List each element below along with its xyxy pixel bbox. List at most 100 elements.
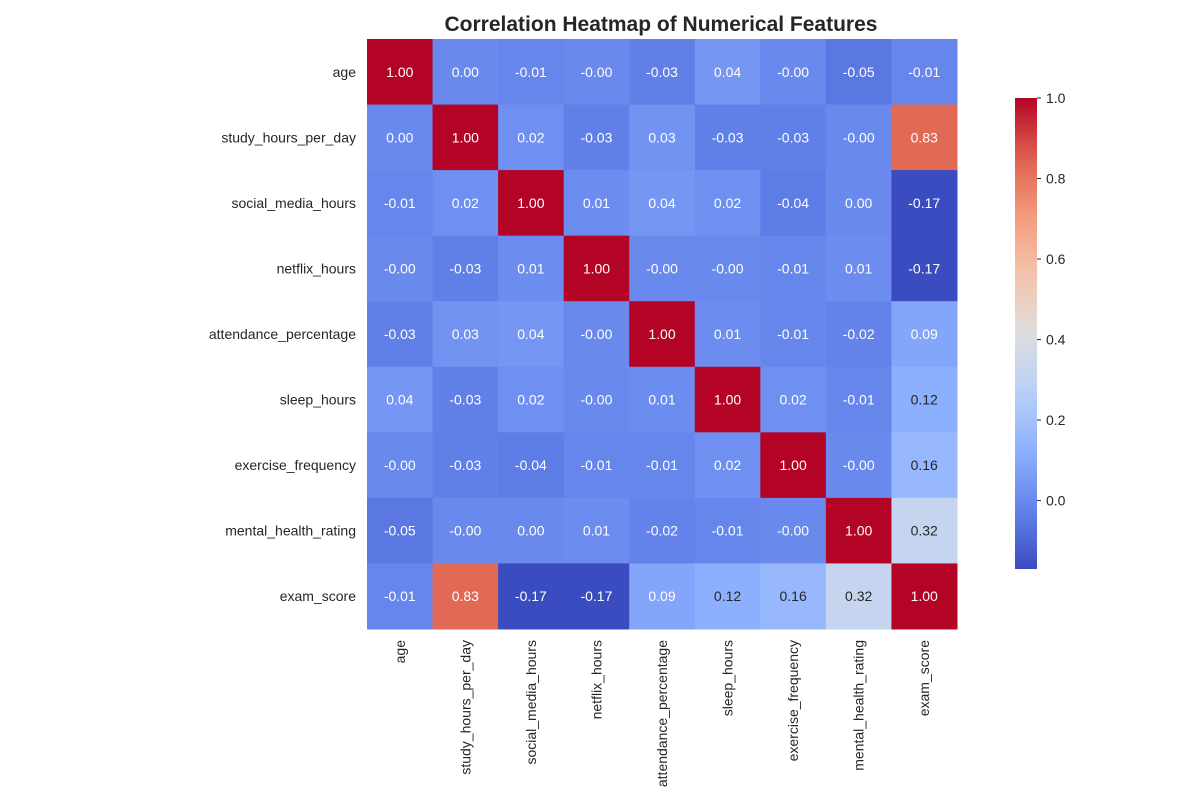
cell-value-label: 0.01 (517, 260, 544, 276)
heatmap-cell (498, 170, 565, 237)
heatmap-cell (563, 301, 630, 368)
heatmap-cell (629, 39, 696, 106)
heatmap-cell (694, 104, 761, 171)
cell-value-label: 0.83 (452, 588, 479, 604)
heatmap-cell (694, 170, 761, 237)
cell-value-label: -0.02 (843, 326, 875, 342)
x-tick-label: sleep_hours (720, 640, 736, 716)
heatmap-cell (760, 301, 827, 368)
heatmap-cells: 1.00 0.00 -0.01 -0.00 -0.03 0.04 -0.00 -0.05 -0.… (367, 39, 958, 630)
cell-value-label: -0.05 (843, 64, 875, 80)
heatmap-cell (825, 432, 892, 499)
cell-value-label: 1.00 (517, 195, 544, 211)
heatmap-cell (760, 432, 827, 499)
heatmap-cell (563, 497, 630, 564)
cell-value-label: 1.00 (648, 326, 675, 342)
heatmap-cell (498, 301, 565, 368)
cell-value-label: 1.00 (452, 129, 479, 145)
heatmap-cell (367, 104, 434, 171)
heatmap-cell (825, 170, 892, 237)
x-tick-label: exam_score (916, 640, 932, 716)
cell-value-label: -0.17 (580, 588, 612, 604)
cell-value-label: -0.01 (777, 326, 809, 342)
heatmap-cell (760, 563, 827, 630)
heatmap-cell (629, 497, 696, 564)
cell-value-label: -0.01 (712, 523, 744, 539)
y-tick-label: social_media_hours (231, 195, 356, 211)
heatmap-cell (891, 432, 958, 499)
cell-value-label: 0.32 (911, 523, 938, 539)
heatmap-cell (891, 39, 958, 106)
cell-value-label: 0.00 (845, 195, 872, 211)
cell-value-label: -0.17 (908, 260, 940, 276)
x-axis-labels: age study_hours_per_day social_media_hours… (392, 640, 932, 787)
heatmap-cell (432, 104, 499, 171)
heatmap-cell (825, 301, 892, 368)
chart-title: Correlation Heatmap of Numerical Feature… (445, 13, 878, 36)
heatmap-cell (563, 366, 630, 433)
cell-value-label: 0.04 (648, 195, 675, 211)
heatmap-cell (694, 301, 761, 368)
heatmap-cell (432, 366, 499, 433)
cell-value-label: 0.02 (517, 129, 544, 145)
x-tick-label: study_hours_per_day (457, 640, 473, 775)
heatmap-cell (432, 170, 499, 237)
heatmap-cell (694, 432, 761, 499)
heatmap-cell (498, 432, 565, 499)
heatmap-cell (432, 301, 499, 368)
heatmap-cell (367, 235, 434, 302)
heatmap-cell (367, 301, 434, 368)
cell-value-label: -0.00 (580, 326, 612, 342)
cell-value-label: -0.17 (515, 588, 547, 604)
cell-value-label: -0.00 (384, 457, 416, 473)
cell-value-label: -0.03 (580, 129, 612, 145)
cell-value-label: -0.17 (908, 195, 940, 211)
cell-value-label: 1.00 (845, 523, 872, 539)
cell-value-label: -0.05 (384, 523, 416, 539)
heatmap-cell (432, 497, 499, 564)
cell-value-label: -0.01 (646, 457, 678, 473)
colorbar-tick-label: 0.4 (1046, 332, 1066, 348)
cell-value-label: 0.09 (648, 588, 675, 604)
heatmap-cell (563, 235, 630, 302)
heatmap-cell (891, 301, 958, 368)
heatmap-cell (891, 366, 958, 433)
heatmap-cell (432, 39, 499, 106)
heatmap-cell (432, 235, 499, 302)
heatmap-cell (694, 497, 761, 564)
heatmap-cell (432, 563, 499, 630)
y-tick-label: age (333, 64, 357, 80)
heatmap-cell (498, 563, 565, 630)
heatmap-cell (891, 104, 958, 171)
cell-value-label: -0.01 (384, 195, 416, 211)
heatmap-cell (498, 39, 565, 106)
cell-value-label: 1.00 (911, 588, 938, 604)
colorbar-tick-label: 0.2 (1046, 412, 1066, 428)
heatmap-cell (563, 39, 630, 106)
x-tick-label: age (392, 640, 408, 664)
heatmap-cell (760, 366, 827, 433)
cell-value-label: -0.04 (515, 457, 547, 473)
heatmap-cell (629, 104, 696, 171)
cell-value-label: -0.00 (712, 260, 744, 276)
cell-value-label: -0.03 (712, 129, 744, 145)
heatmap-cell (563, 170, 630, 237)
heatmap-cell (760, 170, 827, 237)
cell-value-label: -0.02 (646, 523, 678, 539)
heatmap-cell (825, 235, 892, 302)
cell-value-label: 0.03 (452, 326, 479, 342)
heatmap-cell (760, 39, 827, 106)
y-tick-label: attendance_percentage (209, 326, 356, 342)
cell-value-label: 0.16 (779, 588, 806, 604)
cell-value-label: -0.01 (580, 457, 612, 473)
heatmap-cell (629, 301, 696, 368)
heatmap-cell (498, 497, 565, 564)
cell-value-label: 0.02 (714, 195, 741, 211)
cell-value-label: -0.01 (777, 260, 809, 276)
cell-value-label: 0.01 (583, 523, 610, 539)
colorbar-tick-label: 1.0 (1046, 90, 1066, 106)
heatmap-cell (694, 235, 761, 302)
x-tick-label: social_media_hours (523, 640, 539, 765)
